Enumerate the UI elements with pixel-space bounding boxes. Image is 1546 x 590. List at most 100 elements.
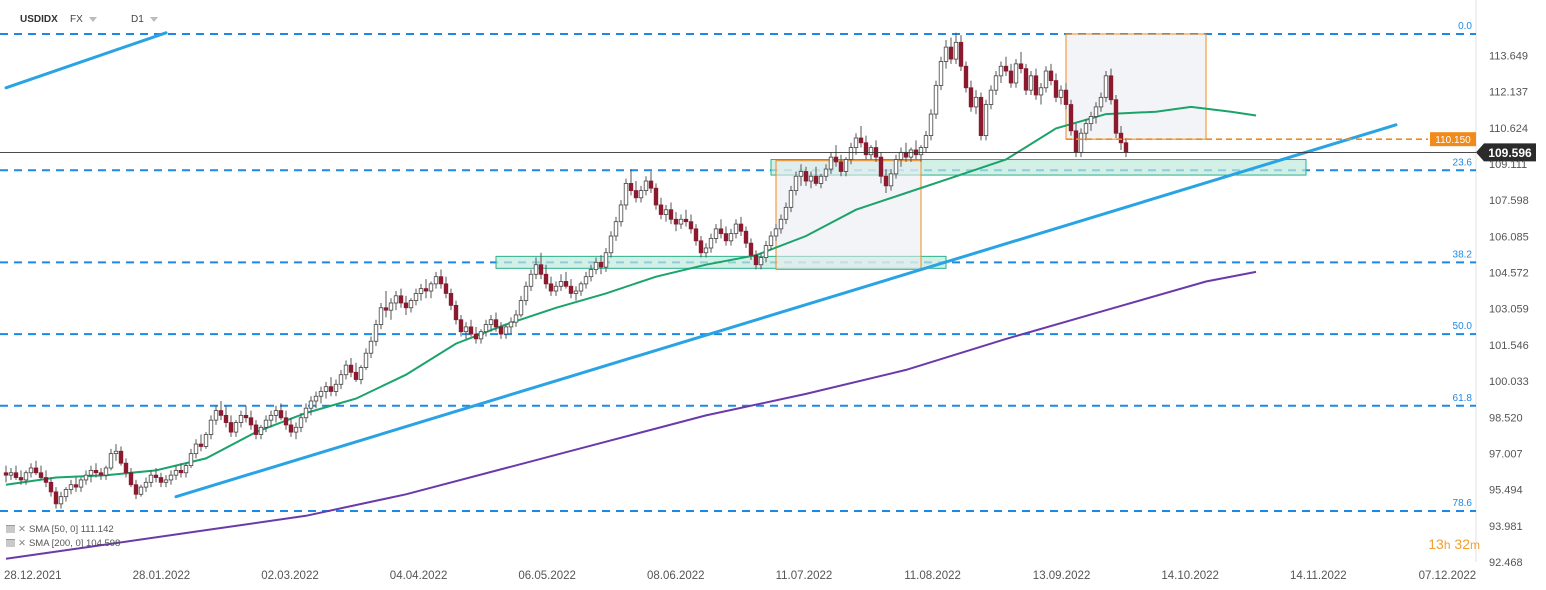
upper-left-trend[interactable] — [4, 31, 168, 90]
candle — [843, 159, 849, 172]
close-icon[interactable]: ✕ — [18, 538, 26, 549]
x-tick-label: 06.05.2022 — [518, 570, 576, 582]
candle — [328, 386, 334, 392]
candle — [1078, 132, 1084, 153]
fib-label-2: 38.2 — [1453, 249, 1473, 260]
consolidation-jul[interactable] — [775, 160, 922, 271]
x-tick-label: 02.03.2022 — [261, 570, 319, 582]
candle — [438, 276, 444, 285]
x-tick-label: 28.12.2021 — [4, 570, 62, 582]
main-trend[interactable] — [174, 123, 1398, 499]
candle — [803, 171, 809, 182]
symbol-text: USDIDX — [20, 14, 58, 25]
fib-label-3: 50.0 — [1453, 321, 1473, 332]
y-tick-label: 109.111 — [1489, 159, 1527, 171]
candle — [388, 302, 394, 311]
interval-text: D1 — [131, 14, 144, 25]
candle — [618, 204, 624, 223]
candle — [368, 340, 374, 354]
candle-countdown-timer: 13h 32m — [1428, 536, 1480, 552]
indicator-menu-icon[interactable] — [6, 525, 15, 534]
timer-minutes: 32 — [1454, 536, 1470, 552]
candle — [238, 414, 244, 423]
candle — [798, 171, 804, 177]
interval-dropdown[interactable]: D1 — [131, 14, 158, 25]
candle — [503, 326, 509, 335]
candle — [898, 151, 904, 160]
y-tick-label: 97.007 — [1489, 448, 1523, 460]
candle — [453, 304, 459, 321]
candle — [203, 434, 209, 447]
candle — [553, 285, 559, 292]
candle — [663, 209, 669, 215]
candle — [888, 173, 894, 187]
candle — [218, 410, 224, 416]
legend-sma200[interactable]: ✕ SMA [200, 0] 104.598 — [6, 538, 120, 549]
candle — [963, 65, 969, 89]
candle — [1083, 123, 1089, 134]
current-price-tag — [1476, 143, 1536, 162]
candle — [603, 252, 609, 268]
candle — [398, 295, 404, 304]
candle — [748, 242, 754, 256]
candle — [853, 137, 859, 148]
candle — [488, 319, 494, 325]
candle — [508, 321, 514, 328]
candle — [1103, 75, 1109, 98]
candle — [68, 484, 74, 490]
legend-sma50-label: SMA [50, 0] 111.142 — [28, 524, 114, 535]
candle — [808, 175, 814, 182]
legend-sma50[interactable]: ✕ SMA [50, 0] 111.142 — [6, 524, 114, 535]
y-tick-label: 107.598 — [1489, 195, 1529, 207]
candle — [173, 469, 179, 476]
x-tick-label: 28.01.2022 — [133, 570, 191, 582]
candle — [463, 326, 469, 333]
candle — [778, 218, 784, 230]
candle — [318, 391, 324, 397]
indicator-menu-icon[interactable] — [6, 539, 15, 548]
trendlines[interactable] — [4, 31, 1398, 499]
y-tick-label: 98.520 — [1489, 412, 1523, 424]
candle — [358, 367, 364, 380]
candle — [1043, 70, 1049, 89]
candle — [568, 285, 574, 294]
candle — [183, 465, 189, 474]
candle — [373, 324, 379, 342]
candle — [193, 443, 199, 455]
market-dropdown[interactable]: FX — [70, 14, 97, 25]
candle — [1063, 89, 1069, 105]
candle — [738, 223, 744, 232]
candle — [708, 238, 714, 249]
candle — [473, 333, 479, 340]
price-axis[interactable]: 113.649 112.137 110.624 109.111 107.598 106.0… — [1489, 51, 1529, 569]
sma200-line[interactable] — [5, 270, 1257, 560]
candle — [848, 147, 854, 160]
y-tick-label: 95.494 — [1489, 485, 1523, 497]
candle — [1028, 75, 1034, 91]
candle — [208, 419, 214, 435]
candle — [313, 395, 319, 402]
candle — [743, 230, 749, 244]
candle — [278, 410, 284, 419]
close-icon[interactable]: ✕ — [18, 524, 26, 535]
candle — [588, 269, 594, 278]
candle — [718, 228, 724, 235]
candle — [1018, 63, 1024, 70]
candle — [1048, 70, 1054, 82]
x-tick-label: 13.09.2022 — [1033, 570, 1091, 582]
candle — [403, 302, 409, 309]
candle — [598, 261, 604, 268]
y-tick-label: 101.546 — [1489, 340, 1529, 352]
candle — [198, 443, 204, 447]
x-tick-label: 04.04.2022 — [390, 570, 448, 582]
y-tick-label: 100.033 — [1489, 376, 1529, 388]
candle — [103, 467, 109, 476]
candle — [1108, 75, 1114, 101]
time-axis[interactable]: 28.12.2021 28.01.2022 02.03.2022 04.04.2022… — [4, 570, 1476, 582]
candle — [538, 264, 544, 275]
symbol-label[interactable]: USDIDX — [20, 14, 58, 25]
candle — [938, 61, 944, 86]
candle — [363, 352, 369, 368]
